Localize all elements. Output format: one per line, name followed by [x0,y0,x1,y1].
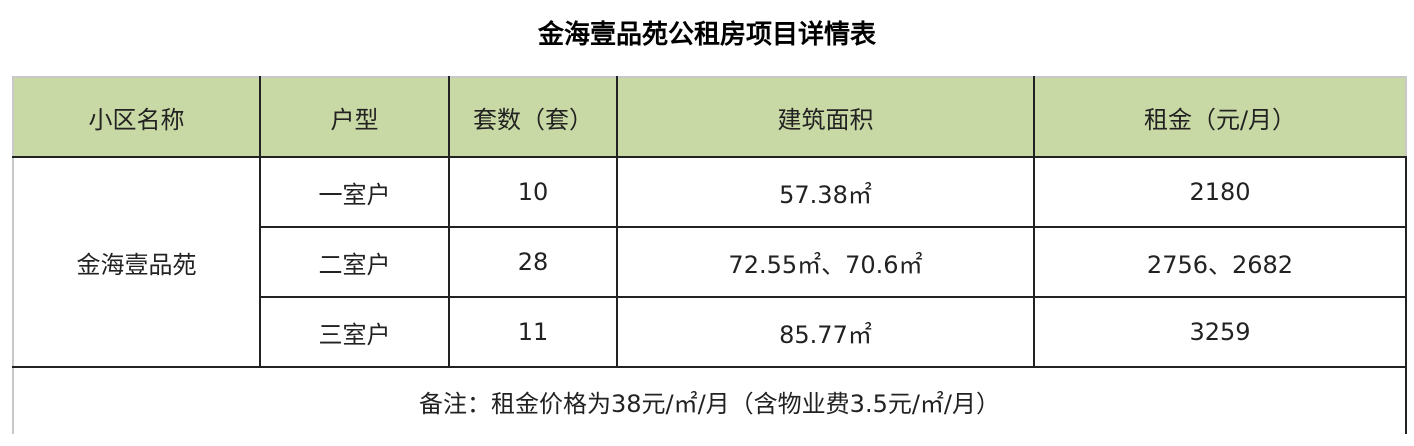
project-table: 小区名称 户型 套数（套） 建筑面积 租金（元/月） 金海壹品苑 一室户 10 … [12,76,1407,434]
unit-area: 85.77㎡ [616,296,1035,368]
table-row: 三室户 11 85.77㎡ 3259 [13,296,1407,368]
unit-count: 28 [448,226,618,298]
page-title: 金海壹品苑公租房项目详情表 [537,20,876,50]
header-community: 小区名称 [12,76,261,158]
header-count: 套数（套） [448,76,618,158]
note-row: 备注：租金价格为38元/㎡/月（含物业费3.5元/㎡/月） [12,366,1407,434]
unit-type: 三室户 [259,296,450,368]
header-type: 户型 [259,76,450,158]
header-rent: 租金（元/月） [1033,76,1407,158]
unit-type: 二室户 [259,226,450,298]
unit-rent: 2180 [1033,156,1407,228]
unit-count: 11 [448,296,618,368]
unit-count: 10 [448,156,618,228]
table-row: 二室户 28 72.55㎡、70.6㎡ 2756、2682 [13,226,1407,298]
note-text: 备注：租金价格为38元/㎡/月（含物业费3.5元/㎡/月） [12,366,1407,434]
table-row: 金海壹品苑 一室户 10 57.38㎡ 2180 [12,156,1407,368]
community-name: 金海壹品苑 [12,156,261,368]
header-area: 建筑面积 [616,76,1035,158]
unit-area: 57.38㎡ [616,156,1035,228]
unit-rent: 3259 [1033,296,1407,368]
header-row: 小区名称 户型 套数（套） 建筑面积 租金（元/月） [12,76,1407,158]
unit-area: 72.55㎡、70.6㎡ [616,226,1035,298]
unit-type: 一室户 [259,156,450,228]
unit-rent: 2756、2682 [1033,226,1407,298]
